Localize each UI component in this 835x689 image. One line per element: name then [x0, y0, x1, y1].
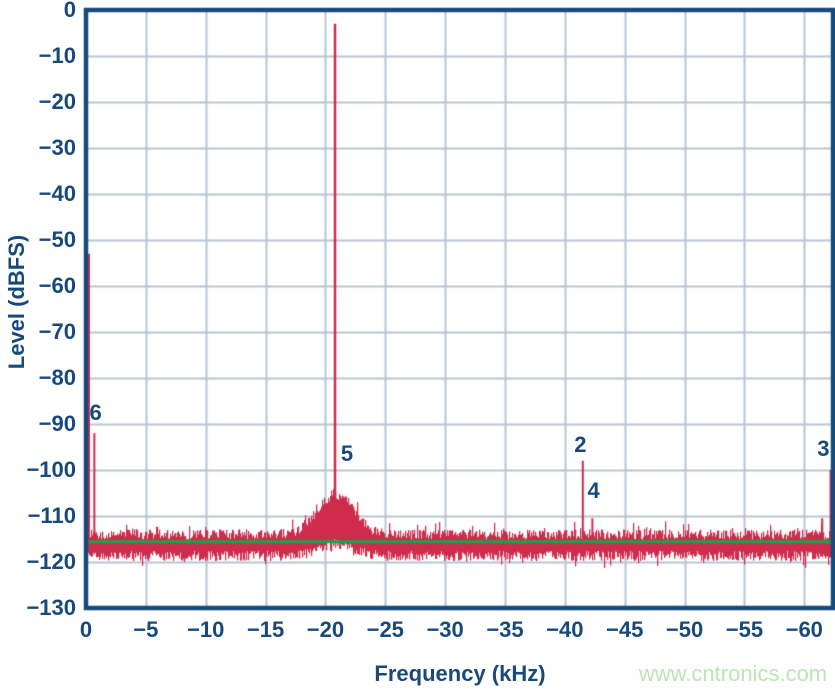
x-tick-label-55: −55: [725, 617, 764, 642]
x-tick-label-60: −60: [785, 617, 823, 642]
x-tick-label-10: −10: [187, 617, 225, 642]
y-tick-label--70: −70: [38, 319, 76, 344]
x-tick-label-20: −20: [306, 617, 345, 642]
x-tick-label-35: −35: [486, 617, 524, 642]
x-tick-label-5: −5: [133, 617, 159, 642]
x-tick-label-50: −50: [665, 617, 704, 642]
y-tick-label-0: 0: [63, 0, 76, 22]
y-tick-label--80: −80: [38, 365, 76, 390]
x-tick-label-15: −15: [246, 617, 285, 642]
y-tick-label--60: −60: [38, 273, 76, 298]
harmonic-label-4: 4: [587, 477, 600, 503]
harmonic-label-5: 5: [340, 440, 354, 466]
y-tick-label--100: −100: [26, 457, 76, 482]
x-tick-label-0: 0: [79, 617, 93, 642]
x-tick-label-25: −25: [366, 617, 404, 642]
y-tick-label--110: −110: [27, 503, 76, 528]
y-tick-label--90: −90: [38, 411, 76, 436]
y-tick-label--10: −10: [38, 43, 76, 68]
x-axis-title: Frequency (kHz): [374, 661, 546, 686]
y-tick-label--20: −20: [38, 89, 76, 114]
y-tick-label--120: −120: [26, 549, 76, 574]
y-tick-label--50: −50: [38, 227, 76, 252]
y-tick-label--130: −130: [26, 595, 76, 620]
y-tick-label--30: −30: [38, 135, 76, 160]
harmonic-label-2: 2: [574, 431, 587, 457]
y-tick-label--40: −40: [38, 181, 76, 206]
harmonic-label-6: 6: [89, 399, 102, 425]
x-tick-label-45: −45: [606, 617, 644, 642]
harmonic-label-3: 3: [817, 436, 830, 462]
x-tick-label-40: −40: [546, 617, 584, 642]
x-tick-label-30: −30: [426, 617, 464, 642]
y-axis-title: Level (dBFS): [4, 234, 29, 370]
watermark-text: www.cntronics.com: [638, 661, 828, 686]
